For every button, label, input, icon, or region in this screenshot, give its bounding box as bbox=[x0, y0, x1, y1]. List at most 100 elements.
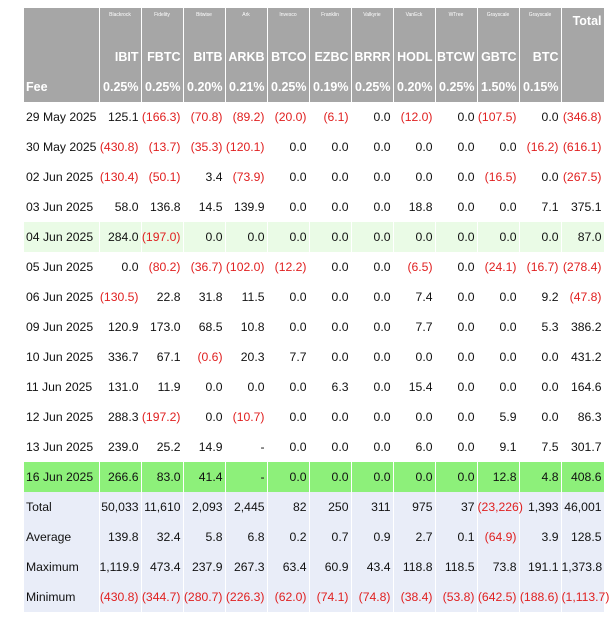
stat-label: Total bbox=[24, 492, 100, 522]
stat-label: Maximum bbox=[24, 552, 100, 582]
flow-value: 7.4 bbox=[393, 282, 436, 312]
flow-row: 05 Jun 2025 0.0 (80.2) (36.7) (102.0) (12.2) 0… bbox=[24, 252, 605, 282]
flow-value: 0.0 bbox=[477, 132, 520, 162]
stat-value: 11,610 bbox=[141, 492, 184, 522]
flow-value: 0.0 bbox=[435, 312, 478, 342]
issuer-header-row: Blackrock Fidelity Bitwise Ark Invesco Frankl… bbox=[24, 8, 605, 42]
flow-value: (120.1) bbox=[225, 132, 268, 162]
flow-value: 0.0 bbox=[351, 402, 394, 432]
flow-value: 0.0 bbox=[309, 252, 352, 282]
flow-value: 0.0 bbox=[267, 192, 310, 222]
flow-date: 06 Jun 2025 bbox=[24, 282, 100, 312]
ticker-corner-cell bbox=[24, 42, 100, 71]
flow-value: 0.0 bbox=[393, 162, 436, 192]
flow-row: 13 Jun 2025 239.0 25.2 14.9-0.0 0.0 0.0 6.0 0.0… bbox=[24, 432, 605, 462]
flow-row: 16 Jun 2025 266.6 83.0 41.4-0.0 0.0 0.0 0.0 0.0… bbox=[24, 462, 605, 492]
flow-value: 0.0 bbox=[351, 192, 394, 222]
fee-value: 0.19% bbox=[309, 71, 352, 102]
flow-value: 6.0 bbox=[393, 432, 436, 462]
flow-date: 09 Jun 2025 bbox=[24, 312, 100, 342]
flow-date: 29 May 2025 bbox=[24, 102, 100, 132]
flow-total-value: (47.8) bbox=[561, 282, 605, 312]
flow-value: 0.0 bbox=[267, 282, 310, 312]
stat-value: (280.7) bbox=[183, 582, 226, 612]
flow-value: (197.2) bbox=[141, 402, 184, 432]
flow-value: 0.0 bbox=[519, 402, 562, 432]
flow-date: 05 Jun 2025 bbox=[24, 252, 100, 282]
flow-value: 0.0 bbox=[309, 132, 352, 162]
flow-value: (107.5) bbox=[477, 102, 520, 132]
flow-value: (73.9) bbox=[225, 162, 268, 192]
ticker-total-spacer bbox=[561, 42, 605, 71]
flow-value: 7.7 bbox=[393, 312, 436, 342]
flow-value: 0.0 bbox=[435, 342, 478, 372]
stat-value: 2,093 bbox=[183, 492, 226, 522]
flow-value: 0.0 bbox=[267, 162, 310, 192]
flow-value: 0.0 bbox=[351, 342, 394, 372]
flow-value: 58.0 bbox=[99, 192, 142, 222]
flow-value: (16.7) bbox=[519, 252, 562, 282]
flow-value: (166.3) bbox=[141, 102, 184, 132]
flow-row: 03 Jun 2025 58.0 136.8 14.5 139.9 0.0 0.0 0.0 18… bbox=[24, 192, 605, 222]
ticker-symbol: EZBC bbox=[309, 42, 352, 71]
flow-date: 13 Jun 2025 bbox=[24, 432, 100, 462]
stat-value: (226.3) bbox=[225, 582, 268, 612]
flow-value: 31.8 bbox=[183, 282, 226, 312]
stat-value: (1,113.7) bbox=[561, 582, 609, 612]
flow-row: 10 Jun 2025 336.7 67.1 (0.6) 20.3 7.7 0.0 0.0 0.… bbox=[24, 342, 605, 372]
flow-value: 239.0 bbox=[99, 432, 142, 462]
flow-value: (50.1) bbox=[141, 162, 184, 192]
ticker-header-row: IBIT FBTC BITB ARKB BTCO EZBC BRRR HODL BTCW GBTC… bbox=[24, 42, 605, 71]
ticker-symbol: ARKB bbox=[225, 42, 268, 71]
flow-value: 0.0 bbox=[477, 342, 520, 372]
flow-value: 0.0 bbox=[519, 342, 562, 372]
flow-value: 0.0 bbox=[393, 402, 436, 432]
flow-value: 7.5 bbox=[519, 432, 562, 462]
flow-value: 3.4 bbox=[183, 162, 226, 192]
ticker-symbol: FBTC bbox=[141, 42, 184, 71]
flow-value: (197.0) bbox=[141, 222, 184, 252]
flow-value: 0.0 bbox=[435, 282, 478, 312]
stat-row: Total 50,033 11,610 2,093 2,445 82 250 311 975 37… bbox=[24, 492, 605, 522]
flow-value: 67.1 bbox=[141, 342, 184, 372]
flow-value: 0.0 bbox=[267, 432, 310, 462]
flow-value: 0.0 bbox=[351, 162, 394, 192]
flow-value: 0.0 bbox=[267, 462, 310, 492]
flow-date: 04 Jun 2025 bbox=[24, 222, 100, 252]
flow-value: 0.0 bbox=[267, 132, 310, 162]
flow-value: 6.3 bbox=[309, 372, 352, 402]
flow-value: 136.8 bbox=[141, 192, 184, 222]
flow-value: 0.0 bbox=[309, 162, 352, 192]
flow-date: 12 Jun 2025 bbox=[24, 402, 100, 432]
stat-value: 32.4 bbox=[141, 522, 184, 552]
flow-value: 9.1 bbox=[477, 432, 520, 462]
flow-value: - bbox=[225, 462, 268, 492]
stat-value: 250 bbox=[309, 492, 352, 522]
flow-total-value: 408.6 bbox=[561, 462, 605, 492]
issuer-name: Blackrock bbox=[99, 8, 142, 42]
flow-value: 131.0 bbox=[99, 372, 142, 402]
issuer-name: WTree bbox=[435, 8, 478, 42]
flow-row: 29 May 2025 125.1 (166.3) (70.8) (89.2) (20.0… bbox=[24, 102, 605, 132]
flow-value: 0.0 bbox=[351, 432, 394, 462]
stat-row: Minimum (430.8) (344.7) (280.7) (226.3) (62.0… bbox=[24, 582, 609, 612]
stat-value: 0.2 bbox=[267, 522, 310, 552]
ticker-symbol: GBTC bbox=[477, 42, 520, 71]
flow-value: (10.7) bbox=[225, 402, 268, 432]
stat-value: 3.9 bbox=[519, 522, 562, 552]
flow-value: 0.0 bbox=[309, 402, 352, 432]
ticker-symbol: BTCW bbox=[435, 42, 478, 71]
flow-value: 0.0 bbox=[183, 222, 226, 252]
flow-value: 0.0 bbox=[477, 372, 520, 402]
flow-value: 11.5 bbox=[225, 282, 268, 312]
stat-value: (53.8) bbox=[435, 582, 478, 612]
stat-value: 63.4 bbox=[267, 552, 310, 582]
flow-total-value: 375.1 bbox=[561, 192, 605, 222]
flow-value: (130.5) bbox=[99, 282, 142, 312]
stat-value: 128.5 bbox=[561, 522, 605, 552]
flow-value: 5.9 bbox=[477, 402, 520, 432]
flow-value: 0.0 bbox=[309, 342, 352, 372]
flow-value: 0.0 bbox=[393, 462, 436, 492]
flow-value: 0.0 bbox=[519, 102, 562, 132]
ticker-symbol: BITB bbox=[183, 42, 226, 71]
